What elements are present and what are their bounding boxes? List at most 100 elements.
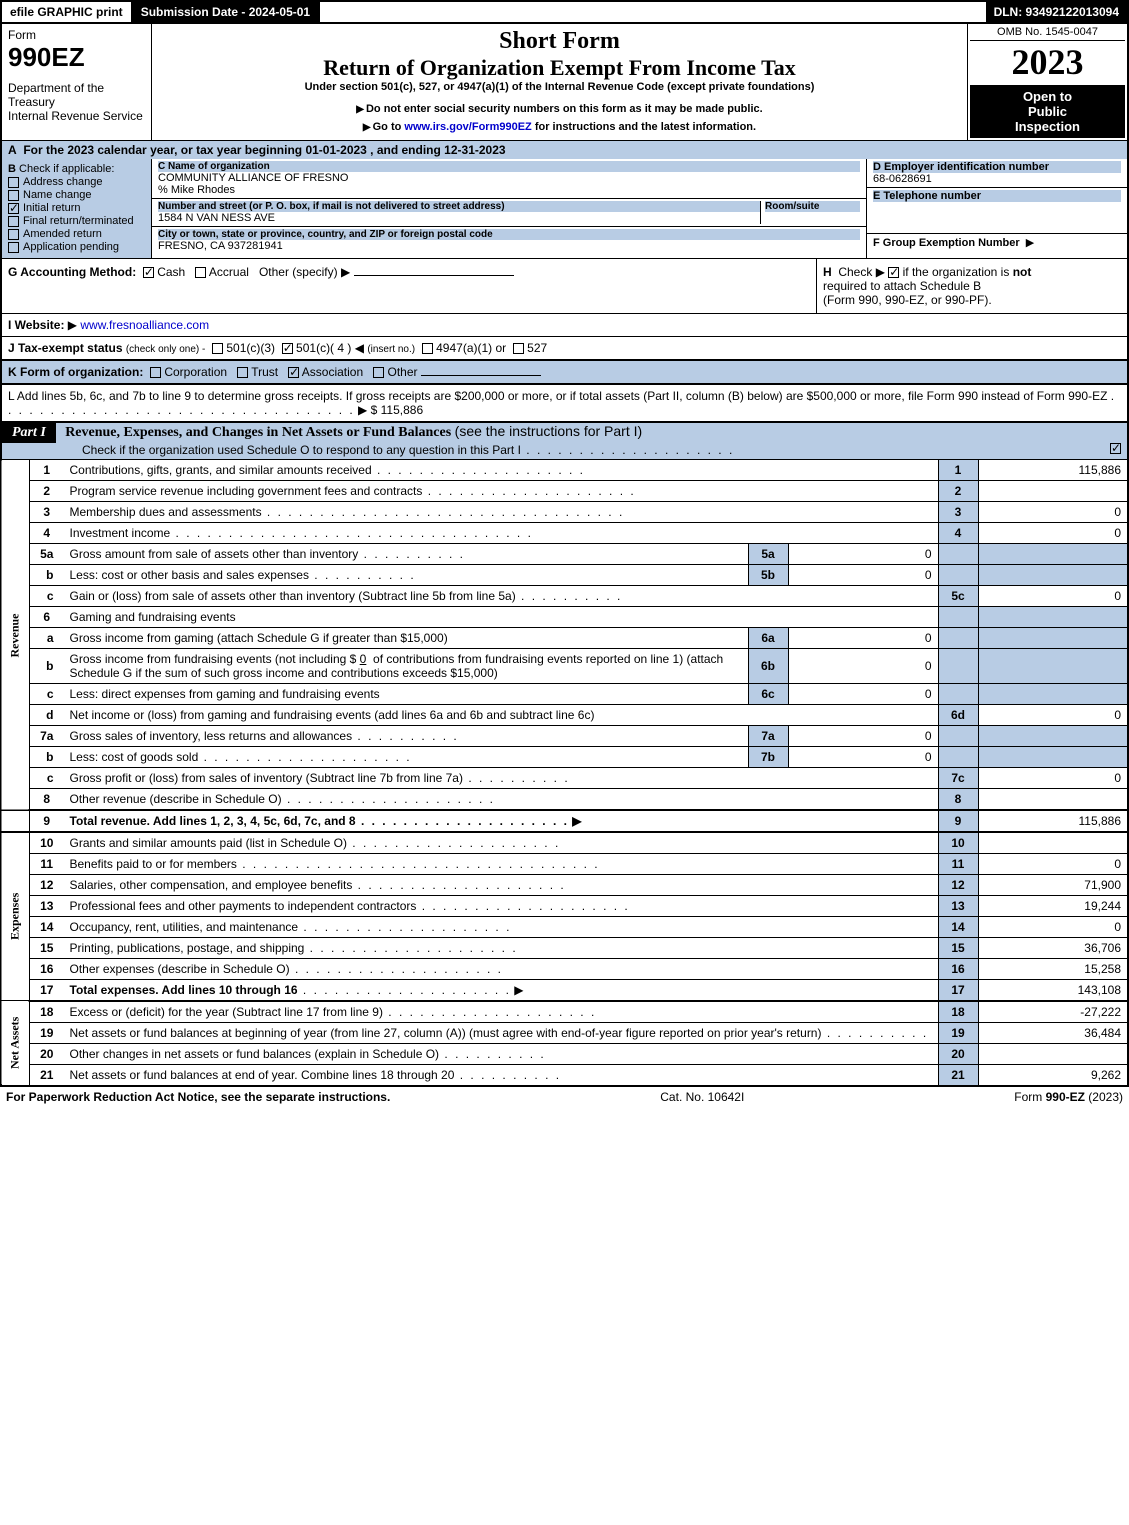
- C-street-block: Number and street (or P. O. box, if mail…: [152, 199, 866, 227]
- G-block: G Accounting Method: Cash Accrual Other …: [2, 259, 817, 313]
- letter-H: H: [823, 265, 832, 279]
- part1-check-row: Check if the organization used Schedule …: [2, 443, 1127, 459]
- omb-number: OMB No. 1545-0047: [970, 26, 1125, 41]
- line-5a: 5a Gross amount from sale of assets othe…: [1, 544, 1128, 565]
- line-7b: b Less: cost of goods sold 7b 0: [1, 747, 1128, 768]
- line-6a: a Gross income from gaming (attach Sched…: [1, 628, 1128, 649]
- chk-corp[interactable]: [150, 367, 161, 378]
- entity-block: B Check if applicable: Address change Na…: [0, 159, 1129, 258]
- line-8: 8 Other revenue (describe in Schedule O)…: [1, 789, 1128, 811]
- chk-name-change[interactable]: Name change: [8, 189, 145, 201]
- short-form-title: Short Form: [156, 28, 963, 55]
- chk-4947[interactable]: [422, 343, 433, 354]
- part1-title: Revenue, Expenses, and Changes in Net As…: [65, 425, 451, 440]
- D-block: D Employer identification number 68-0628…: [867, 159, 1127, 188]
- line-14: 14 Occupancy, rent, utilities, and maint…: [1, 917, 1128, 938]
- row-K: K Form of organization: Corporation Trus…: [0, 359, 1129, 383]
- side-revenue: Revenue: [1, 460, 30, 811]
- main-title: Return of Organization Exempt From Incom…: [156, 55, 963, 81]
- chk-part1-schedO[interactable]: [1110, 443, 1121, 454]
- city: FRESNO, CA 937281941: [158, 240, 860, 252]
- chk-trust[interactable]: [237, 367, 248, 378]
- submission-date: Submission Date - 2024-05-01: [133, 2, 320, 22]
- org-name: COMMUNITY ALLIANCE OF FRESNO: [158, 172, 860, 184]
- F-label: F Group Exemption Number: [873, 237, 1020, 249]
- page-footer: For Paperwork Reduction Act Notice, see …: [0, 1085, 1129, 1107]
- line-A: A For the 2023 calendar year, or tax yea…: [0, 141, 1129, 159]
- chk-address-change[interactable]: Address change: [8, 176, 145, 188]
- line-15: 15 Printing, publications, postage, and …: [1, 938, 1128, 959]
- goto-line: Go to www.irs.gov/Form990EZ for instruct…: [156, 121, 963, 133]
- G-label: G Accounting Method:: [8, 265, 136, 279]
- chk-501c3[interactable]: [212, 343, 223, 354]
- website-link[interactable]: www.fresnoalliance.com: [80, 318, 209, 332]
- col-DEF: D Employer identification number 68-0628…: [867, 159, 1127, 258]
- part1-table: Revenue 1 Contributions, gifts, grants, …: [0, 459, 1129, 1085]
- line-12: 12 Salaries, other compensation, and emp…: [1, 875, 1128, 896]
- J-label: J Tax-exempt status: [8, 341, 123, 355]
- efile-print: efile GRAPHIC print: [2, 2, 133, 22]
- line-4: 4 Investment income 4 0: [1, 523, 1128, 544]
- line-16: 16 Other expenses (describe in Schedule …: [1, 959, 1128, 980]
- row-I: I Website: ▶ www.fresnoalliance.com: [0, 313, 1129, 336]
- line-19: 19 Net assets or fund balances at beginn…: [1, 1023, 1128, 1044]
- goto-link[interactable]: www.irs.gov/Form990EZ: [404, 121, 531, 133]
- L-text: L Add lines 5b, 6c, and 7b to line 9 to …: [8, 389, 1107, 403]
- form-word: Form: [8, 28, 145, 42]
- C-city-block: City or town, state or province, country…: [152, 227, 866, 254]
- chk-H[interactable]: [888, 267, 899, 278]
- line-6c: c Less: direct expenses from gaming and …: [1, 684, 1128, 705]
- H-block: H Check ▶ if the organization is not req…: [817, 259, 1127, 313]
- street-label: Number and street (or P. O. box, if mail…: [158, 201, 760, 212]
- header-left: Form 990EZ Department of the Treasury In…: [2, 24, 152, 140]
- line-6b: b Gross income from fundraising events (…: [1, 649, 1128, 684]
- header-right: OMB No. 1545-0047 2023 Open to Public In…: [967, 24, 1127, 140]
- chk-other-org[interactable]: [373, 367, 384, 378]
- col-C: C Name of organization COMMUNITY ALLIANC…: [152, 159, 867, 258]
- chk-527[interactable]: [513, 343, 524, 354]
- chk-501c[interactable]: [282, 343, 293, 354]
- footer-mid: Cat. No. 10642I: [660, 1090, 744, 1104]
- chk-assoc[interactable]: [288, 367, 299, 378]
- tax-year: 2023: [970, 41, 1125, 83]
- side-expenses: Expenses: [1, 832, 30, 1001]
- line-10: Expenses 10 Grants and similar amounts p…: [1, 832, 1128, 854]
- line-20: 20 Other changes in net assets or fund b…: [1, 1044, 1128, 1065]
- part1-note: (see the instructions for Part I): [455, 423, 643, 439]
- col-B: B Check if applicable: Address change Na…: [2, 159, 152, 258]
- chk-final-return[interactable]: Final return/terminated: [8, 215, 145, 227]
- open-line1: Open to: [972, 89, 1123, 104]
- E-label: E Telephone number: [873, 190, 1121, 202]
- line-13: 13 Professional fees and other payments …: [1, 896, 1128, 917]
- C-name-block: C Name of organization COMMUNITY ALLIANC…: [152, 159, 866, 199]
- line-1: Revenue 1 Contributions, gifts, grants, …: [1, 460, 1128, 481]
- row-J: J Tax-exempt status (check only one) - 5…: [0, 336, 1129, 359]
- chk-accrual[interactable]: [195, 267, 206, 278]
- chk-amended-return[interactable]: Amended return: [8, 228, 145, 240]
- D-label: D Employer identification number: [873, 161, 1121, 173]
- care-of: % Mike Rhodes: [158, 184, 860, 196]
- street: 1584 N VAN NESS AVE: [158, 212, 760, 224]
- line-6d: d Net income or (loss) from gaming and f…: [1, 705, 1128, 726]
- line-21: 21 Net assets or fund balances at end of…: [1, 1065, 1128, 1086]
- part1-header: Part I Revenue, Expenses, and Changes in…: [0, 421, 1129, 459]
- ein: 68-0628691: [873, 173, 1121, 185]
- chk-cash[interactable]: [143, 267, 154, 278]
- B-label: Check if applicable:: [19, 163, 114, 175]
- line-A-text: For the 2023 calendar year, or tax year …: [23, 143, 505, 157]
- chk-initial-return[interactable]: Initial return: [8, 202, 145, 214]
- row-L: L Add lines 5b, 6c, and 7b to line 9 to …: [0, 383, 1129, 421]
- dept-treasury: Department of the Treasury: [8, 81, 145, 109]
- line-7c: c Gross profit or (loss) from sales of i…: [1, 768, 1128, 789]
- line-2: 2 Program service revenue including gove…: [1, 481, 1128, 502]
- line-7a: 7a Gross sales of inventory, less return…: [1, 726, 1128, 747]
- goto-prefix: Go to: [363, 121, 404, 133]
- city-label: City or town, state or province, country…: [158, 229, 860, 240]
- form-number: 990EZ: [8, 42, 145, 73]
- form-header: Form 990EZ Department of the Treasury In…: [0, 24, 1129, 141]
- side-netassets: Net Assets: [1, 1001, 30, 1085]
- dept-irs: Internal Revenue Service: [8, 109, 145, 123]
- line-3: 3 Membership dues and assessments 3 0: [1, 502, 1128, 523]
- top-bar: efile GRAPHIC print Submission Date - 20…: [0, 0, 1129, 24]
- chk-application-pending[interactable]: Application pending: [8, 241, 145, 253]
